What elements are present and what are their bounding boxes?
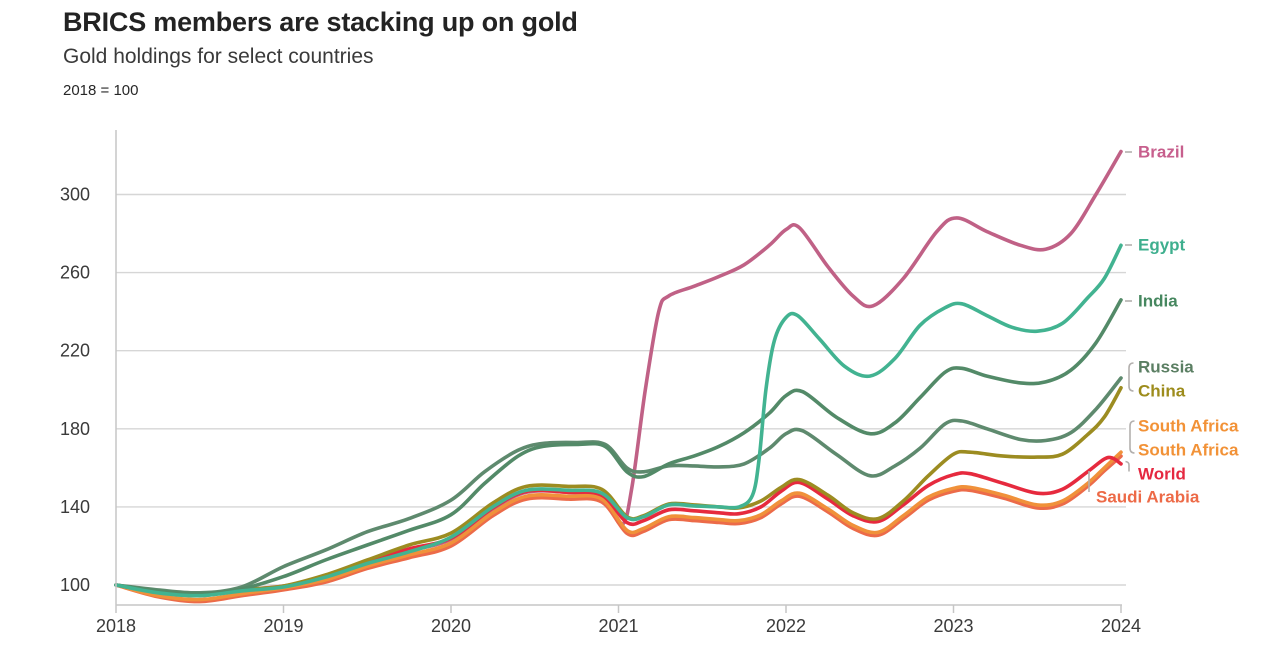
x-tick-label: 2018 bbox=[96, 616, 136, 636]
series-line-saudi-arabia bbox=[114, 454, 1123, 604]
series-label-world: World bbox=[1138, 465, 1186, 484]
series-label-south-africa-2: South Africa bbox=[1138, 441, 1239, 460]
series-line-egypt bbox=[114, 243, 1123, 598]
leader-hook bbox=[1125, 460, 1130, 472]
tick-labels: 300 260 220 180 140 100 2018 2019 2020 2021 2022 20… bbox=[60, 185, 1141, 637]
chart-title: BRICS members are stacking up on gold bbox=[63, 7, 578, 37]
axes bbox=[115, 130, 1122, 613]
chart-header: BRICS members are stacking up on gold Go… bbox=[63, 6, 578, 99]
x-tick-label: 2019 bbox=[263, 616, 303, 636]
x-tick-label: 2021 bbox=[598, 616, 638, 636]
series-line-india bbox=[114, 298, 1123, 596]
y-tick-label: 100 bbox=[60, 575, 90, 595]
series-line-brazil bbox=[114, 149, 1123, 598]
x-tick-label: 2020 bbox=[431, 616, 471, 636]
series-label-south-africa-1: South Africa bbox=[1138, 417, 1239, 436]
y-tick-label: 300 bbox=[60, 185, 90, 205]
x-tick-label: 2022 bbox=[766, 616, 806, 636]
y-tick-label: 220 bbox=[60, 341, 90, 361]
y-tick-label: 260 bbox=[60, 263, 90, 283]
series-label-brazil: Brazil bbox=[1138, 143, 1184, 162]
series-lines bbox=[114, 149, 1123, 604]
series-label-saudi-arabia: Saudi Arabia bbox=[1096, 488, 1200, 507]
chart-subtitle: Gold holdings for select countries bbox=[63, 45, 374, 68]
series-label-egypt: Egypt bbox=[1138, 236, 1186, 255]
x-tick-label: 2023 bbox=[933, 616, 973, 636]
series-label-india: India bbox=[1138, 292, 1178, 311]
x-tick-label: 2024 bbox=[1101, 616, 1141, 636]
y-tick-label: 180 bbox=[60, 419, 90, 439]
index-note: 2018 = 100 bbox=[63, 82, 139, 99]
series-line-russia bbox=[114, 376, 1123, 595]
leader-bracket bbox=[1128, 362, 1134, 392]
leader-bracket bbox=[1129, 420, 1135, 454]
series-label-russia: Russia bbox=[1138, 358, 1194, 377]
y-tick-label: 140 bbox=[60, 497, 90, 517]
series-line-south-africa bbox=[114, 450, 1123, 602]
series-label-china: China bbox=[1138, 382, 1186, 401]
series-labels: Brazil Egypt India Russia China South Africa S… bbox=[1088, 143, 1239, 507]
